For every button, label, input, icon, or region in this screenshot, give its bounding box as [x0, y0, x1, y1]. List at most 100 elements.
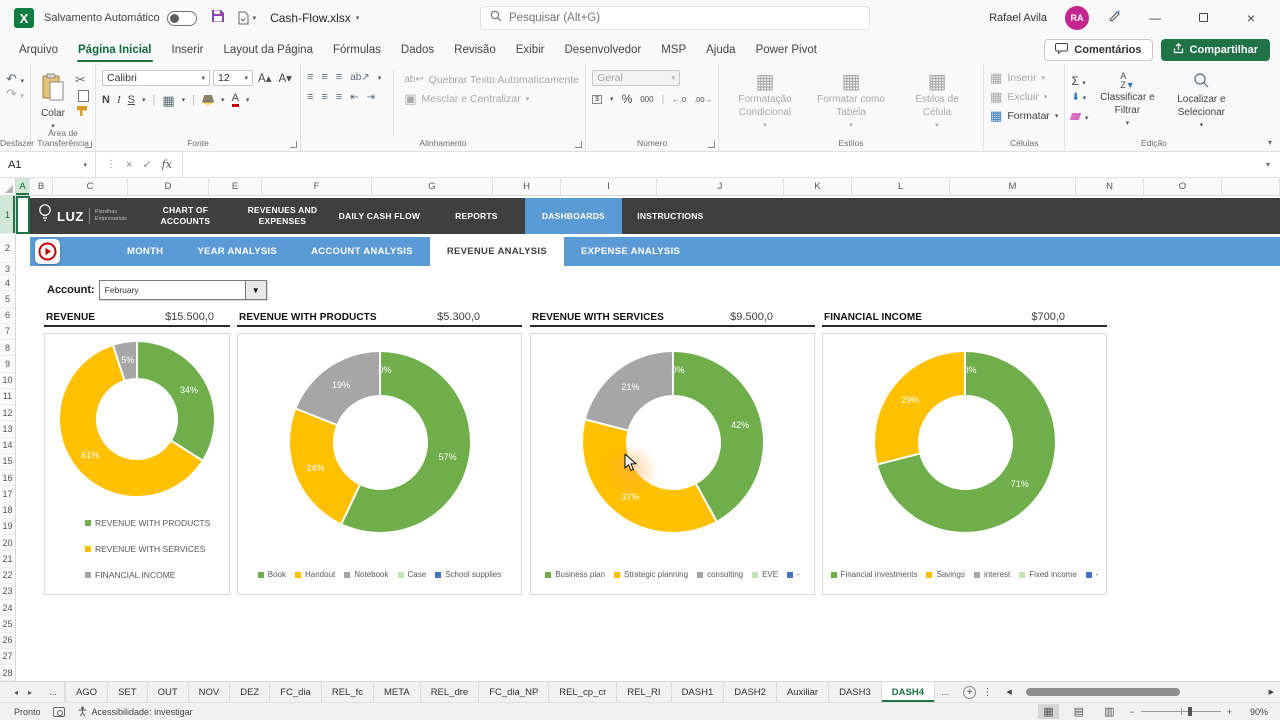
decrease-indent-icon[interactable]: ⇤: [350, 91, 359, 103]
menu-tab-dados[interactable]: Dados: [400, 44, 435, 56]
font-color-icon[interactable]: A: [231, 93, 239, 107]
play-button[interactable]: [35, 239, 60, 264]
search-input[interactable]: [509, 12, 860, 24]
row-header-9[interactable]: 9: [0, 356, 15, 373]
borders-icon[interactable]: ▦: [162, 92, 175, 108]
row-header-15[interactable]: 15: [0, 454, 15, 470]
save-icon[interactable]: [211, 9, 225, 28]
sheet-tab-dash4[interactable]: DASH4: [881, 682, 935, 702]
next-sheet-icon[interactable]: ▸: [28, 687, 33, 697]
sheet-tab-set[interactable]: SET: [108, 682, 148, 702]
row-header-23[interactable]: 23: [0, 584, 15, 600]
copy-icon[interactable]: [78, 90, 90, 102]
autosum-icon[interactable]: Σ ▾: [1071, 74, 1086, 88]
row-header-24[interactable]: 24: [0, 600, 15, 617]
share-button[interactable]: Compartilhar: [1160, 39, 1270, 61]
column-header-G[interactable]: G: [372, 178, 493, 195]
font-name-select[interactable]: Calibri ▾: [102, 70, 211, 86]
file-name[interactable]: Cash-Flow.xlsx ▾: [270, 11, 359, 25]
close-button[interactable]: ×: [1246, 10, 1256, 26]
percent-style-icon[interactable]: %: [621, 92, 633, 106]
align-center-icon[interactable]: ≡: [321, 91, 328, 103]
sheet-tab-nov[interactable]: NOV: [189, 682, 231, 702]
zoom-out-icon[interactable]: −: [1129, 706, 1135, 717]
underline-button[interactable]: S: [127, 94, 135, 106]
find-select-button[interactable]: Localizar e Selecionar ▾: [1166, 70, 1236, 135]
row-header-16[interactable]: 16: [0, 470, 15, 487]
format-cells-button[interactable]: ▦ Formatar ▾: [990, 108, 1059, 123]
macro-record-icon[interactable]: [52, 706, 65, 717]
expand-formula-bar-icon[interactable]: ▾: [1265, 160, 1270, 169]
dialog-launcher-icon[interactable]: [289, 141, 297, 148]
cancel-icon[interactable]: ×: [126, 158, 133, 171]
menu-tab-layout-da-página[interactable]: Layout da Página: [223, 44, 313, 56]
row-header-21[interactable]: 21: [0, 551, 15, 568]
menu-tab-arquivo[interactable]: Arquivo: [19, 44, 58, 56]
sort-filter-button[interactable]: A Z▼ Classificar e Filtrar ▾: [1100, 71, 1155, 128]
new-sheet-icon[interactable]: +: [963, 685, 977, 699]
normal-view-icon[interactable]: ▦: [1038, 704, 1059, 719]
menu-tab-msp[interactable]: MSP: [661, 44, 687, 56]
italic-button[interactable]: I: [116, 94, 121, 106]
row-header-17[interactable]: 17: [0, 486, 15, 503]
align-left-icon[interactable]: ≡: [306, 91, 314, 103]
column-header-B[interactable]: B: [30, 178, 53, 195]
column-header-M[interactable]: M: [950, 178, 1076, 195]
align-right-icon[interactable]: ≡: [335, 91, 343, 103]
enter-icon[interactable]: ✓: [142, 159, 152, 171]
sub-tab-month[interactable]: MONTH: [127, 246, 164, 257]
row-header-20[interactable]: 20: [0, 535, 15, 552]
scroll-right-icon[interactable]: ▶: [1268, 689, 1274, 696]
row-header-27[interactable]: 27: [0, 649, 15, 665]
row-header-12[interactable]: 12: [0, 405, 15, 422]
sheet-tab-fc_dia[interactable]: FC_dia: [270, 682, 322, 702]
scroll-left-icon[interactable]: ◀: [1006, 689, 1012, 696]
row-header-4[interactable]: 4: [0, 275, 15, 292]
dialog-launcher-icon[interactable]: [708, 141, 716, 148]
menu-tab-fórmulas[interactable]: Fórmulas: [332, 44, 381, 56]
worksheet[interactable]: LUZ Planilhas Empresariais CHART OF ACCOU…: [16, 196, 1280, 681]
scroll-track[interactable]: [1016, 687, 1265, 697]
zoom-in-icon[interactable]: +: [1226, 706, 1232, 717]
grip-dots-icon[interactable]: ⋮: [106, 159, 116, 170]
row-header-5[interactable]: 5: [0, 291, 15, 308]
dropdown-arrow-icon[interactable]: ▼: [244, 281, 266, 299]
selected-cell-a1[interactable]: [16, 196, 30, 234]
sheet-tab-rel_ri[interactable]: REL_RI: [617, 682, 672, 702]
insert-function-icon[interactable]: fx: [161, 158, 172, 171]
accounting-format-icon[interactable]: $: [592, 94, 603, 104]
row-header-6[interactable]: 6: [0, 308, 15, 324]
nav-tab-reports[interactable]: REPORTS: [455, 210, 498, 221]
history-icon[interactable]: ▾: [237, 11, 256, 25]
column-header-H[interactable]: H: [493, 178, 561, 195]
sheet-tab-dash3[interactable]: DASH3: [829, 682, 882, 702]
sheet-tab-rel_cp_cr[interactable]: REL_cp_cr: [549, 682, 618, 702]
scroll-thumb[interactable]: [1025, 688, 1181, 696]
nav-tab-instructions[interactable]: INSTRUCTIONS: [637, 210, 704, 221]
row-header-13[interactable]: 13: [0, 421, 15, 438]
page-break-view-icon[interactable]: ▥: [1104, 706, 1115, 718]
search-box[interactable]: [480, 6, 870, 30]
horizontal-scrollbar[interactable]: ◀ ▶: [1000, 682, 1280, 702]
clear-icon[interactable]: ▾: [1070, 107, 1088, 125]
sheet-tab-out[interactable]: OUT: [148, 682, 189, 702]
menu-tab-desenvolvedor[interactable]: Desenvolvedor: [564, 44, 642, 56]
column-header-O[interactable]: O: [1144, 178, 1222, 195]
increase-decimal-icon[interactable]: ←.0: [672, 94, 687, 104]
sheet-tab-rel_dre[interactable]: REL_dre: [421, 682, 480, 702]
column-header-F[interactable]: F: [262, 178, 372, 195]
undo-icon[interactable]: ↶ ▾: [6, 71, 25, 86]
zoom-thumb[interactable]: [1187, 707, 1192, 716]
row-header-18[interactable]: 18: [0, 503, 15, 519]
nav-tab-revenues-and-expenses[interactable]: REVENUES AND EXPENSES: [247, 205, 318, 226]
column-header-C[interactable]: C: [53, 178, 128, 195]
row-header-28[interactable]: 28: [0, 665, 15, 681]
sheet-tab-ago[interactable]: AGO: [64, 682, 109, 702]
paste-button[interactable]: Colar ▾: [37, 70, 69, 135]
row-header-26[interactable]: 26: [0, 633, 15, 649]
prev-sheet-icon[interactable]: ◂: [14, 687, 19, 697]
comma-style-icon[interactable]: 000: [640, 94, 654, 104]
menu-tab-revisão[interactable]: Revisão: [454, 44, 496, 56]
row-header-2[interactable]: 2: [0, 234, 15, 263]
column-header-L[interactable]: L: [852, 178, 950, 195]
